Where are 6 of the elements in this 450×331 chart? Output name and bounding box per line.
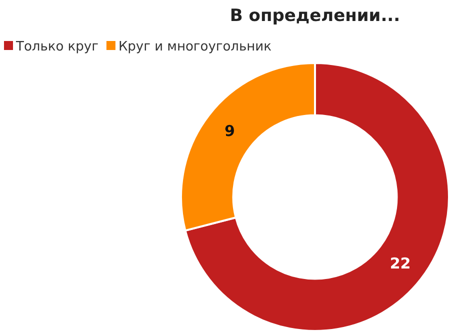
legend-label: Круг и многоугольник bbox=[118, 40, 272, 55]
data-label: 22 bbox=[390, 254, 411, 272]
data-label: 9 bbox=[224, 122, 235, 140]
legend-label: Только круг bbox=[15, 40, 99, 55]
chart-title: В определении... bbox=[230, 6, 400, 26]
donut-slice bbox=[184, 62, 450, 331]
